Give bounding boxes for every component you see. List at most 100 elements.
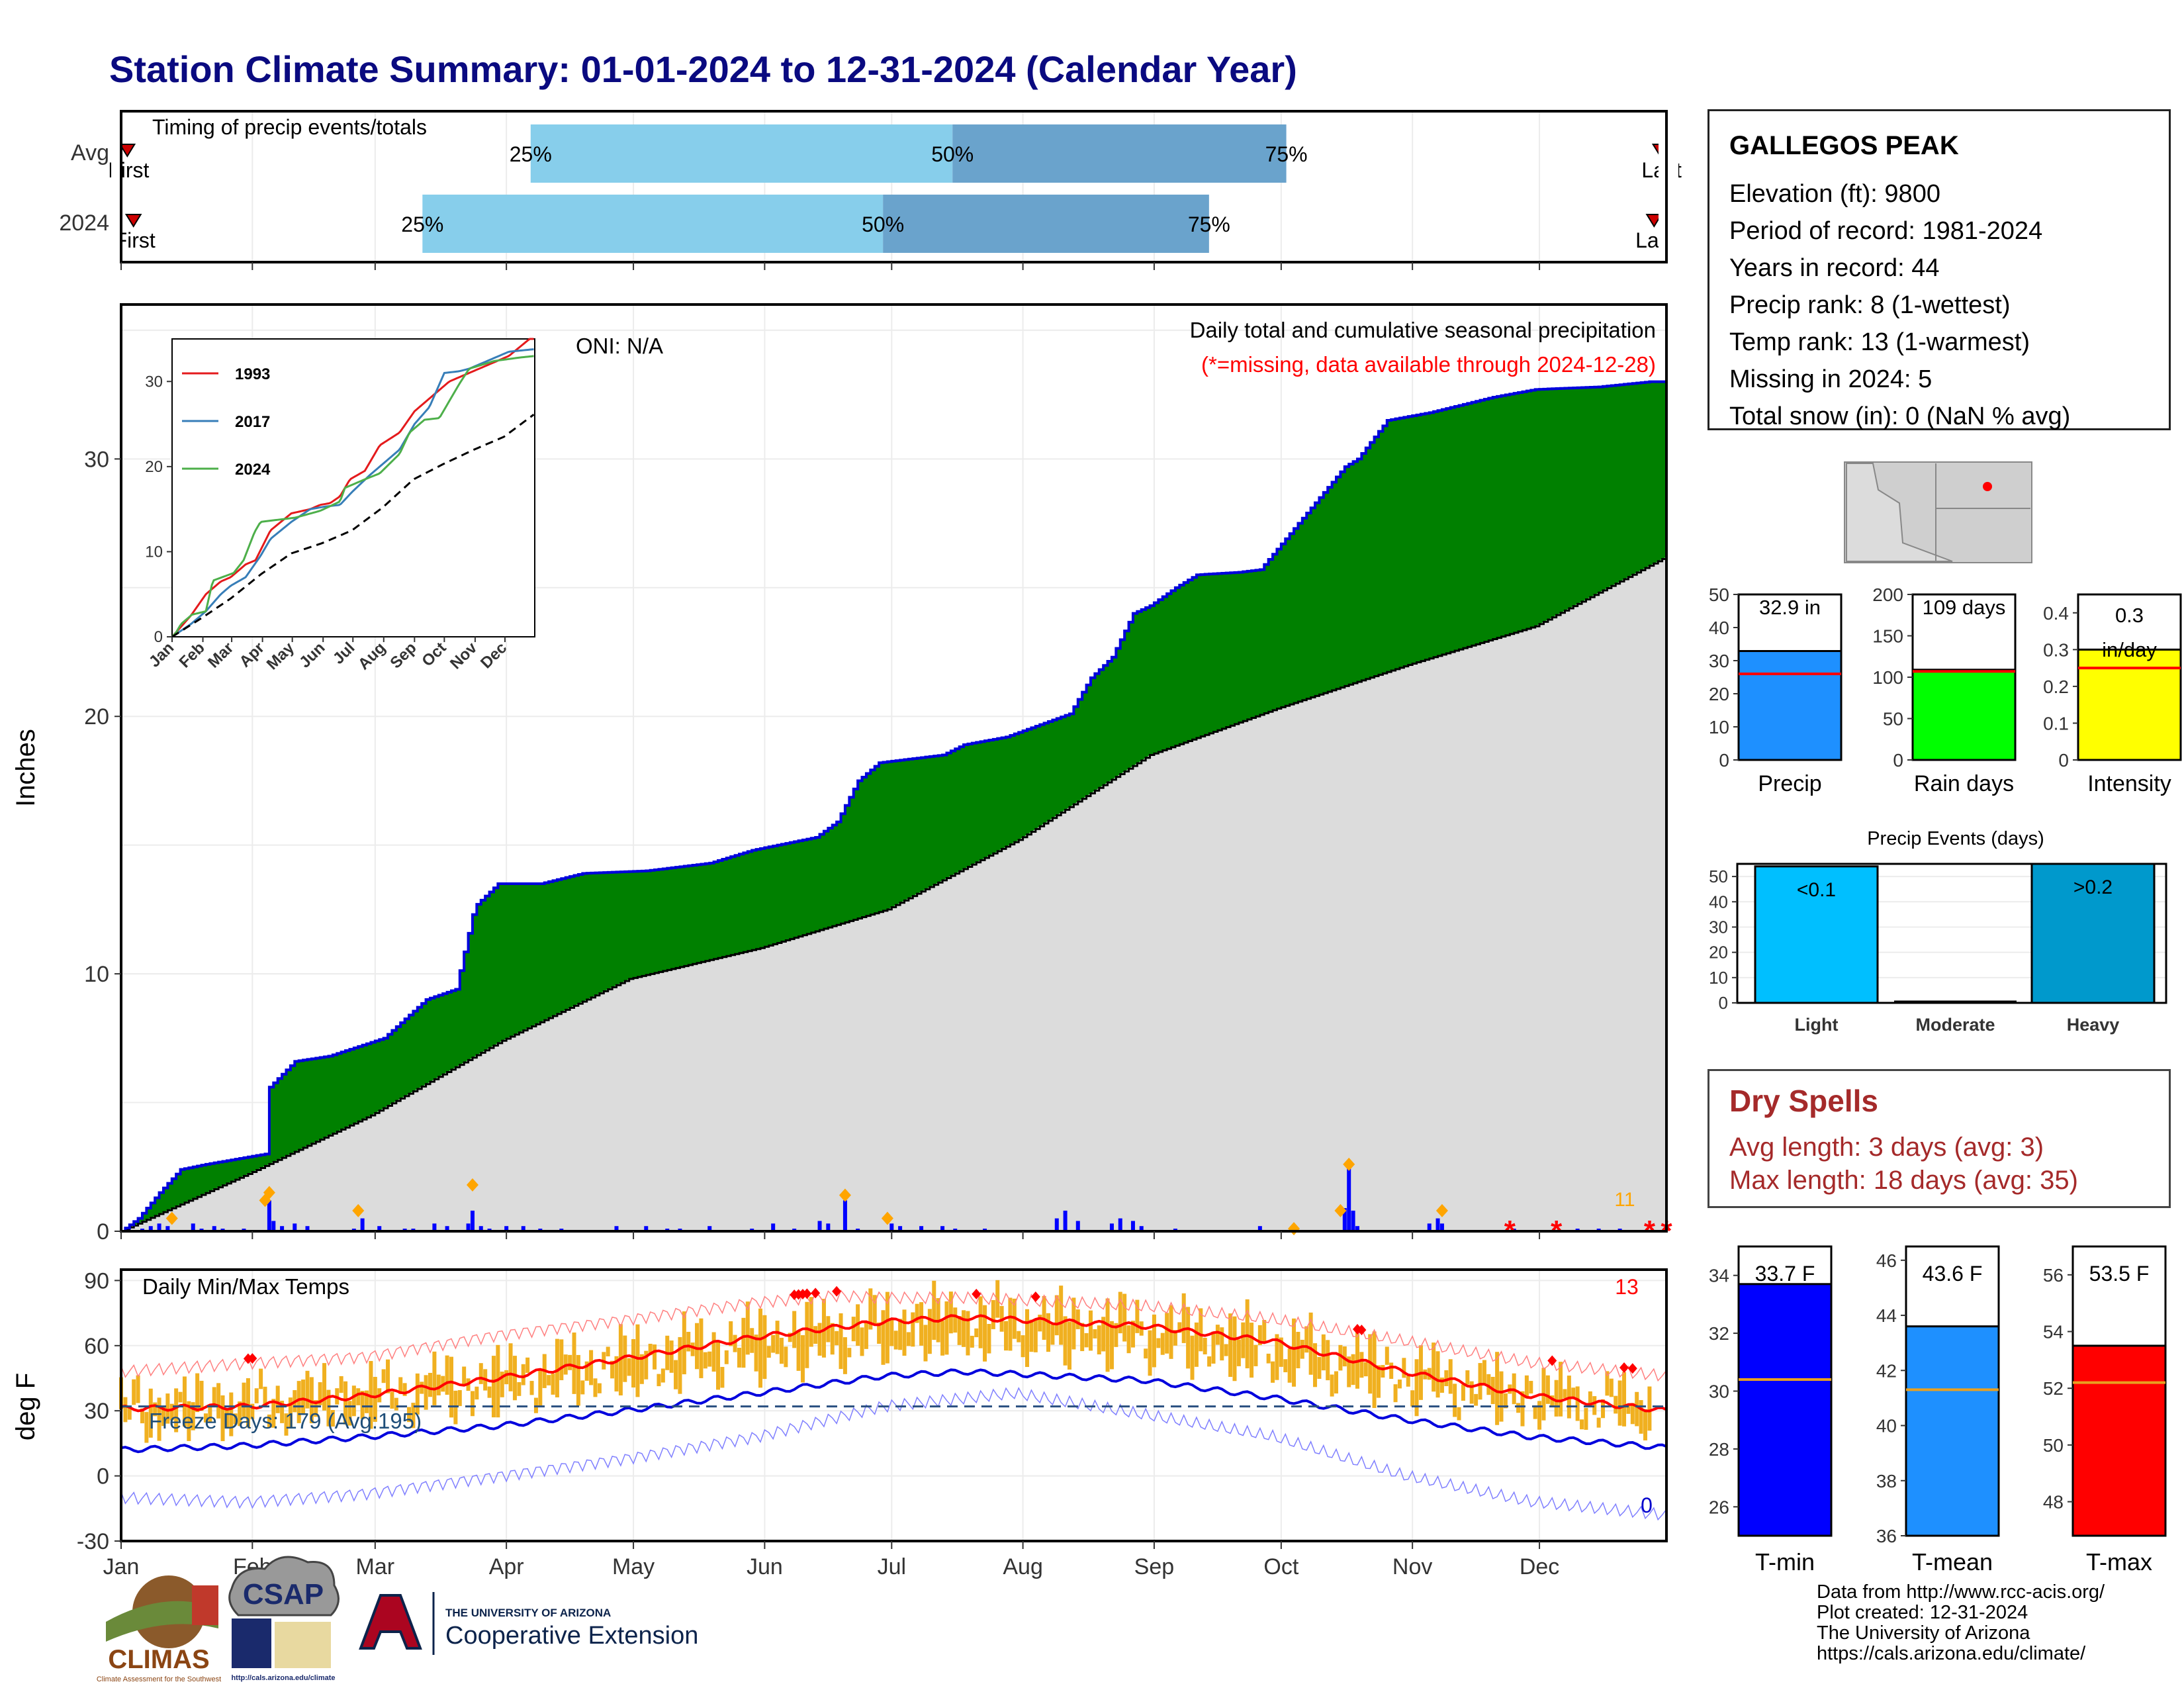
daily-temp-bar (682, 1311, 686, 1375)
timing-first-marker-1 (124, 214, 142, 228)
precip-events-ytick-label-30: 30 (1709, 917, 1728, 937)
daily-temp-bar (140, 1408, 144, 1424)
daily-temp-bar (136, 1375, 140, 1403)
daily-temp-bar (703, 1352, 707, 1369)
season-bar-ytick-label-2: 0.2 (2043, 677, 2069, 697)
season-bar-ytick-label-0: 30 (1709, 651, 1729, 671)
daily-temp-bar (1109, 1321, 1114, 1370)
daily-temp-bar (1199, 1308, 1203, 1352)
daily-temp-bar (242, 1382, 246, 1417)
map-state-arizona (1846, 463, 1953, 562)
climas-logo-wave (106, 1601, 218, 1642)
daily-temp-bar (898, 1319, 903, 1350)
daily-temp-bar (373, 1377, 377, 1422)
daily-temp-bar (1457, 1407, 1461, 1421)
timing-q1-bar-0 (530, 124, 953, 183)
daily-precip-bar (191, 1223, 195, 1231)
daily-precip-bar (1342, 1208, 1347, 1231)
precip-subtitle: Daily total and cumulative seasonal prec… (1190, 318, 1656, 342)
temp-bar-ytick-label-1: 42 (1876, 1360, 1897, 1381)
daily-temp-bar (830, 1323, 835, 1355)
daily-temp-bar (678, 1336, 682, 1394)
daily-temp-bar (1122, 1293, 1127, 1342)
daily-temp-bar (911, 1312, 915, 1347)
temp-bar-ytick-label-0: 34 (1709, 1266, 1729, 1286)
month-label-jan: Jan (103, 1554, 140, 1579)
station-location-marker (1983, 482, 1992, 491)
daily-temp-bar (525, 1357, 530, 1373)
daily-temp-bar (1605, 1371, 1610, 1396)
precip-events-category-2: Heavy (2067, 1015, 2120, 1035)
daily-temp-bar (1614, 1395, 1618, 1414)
daily-temp-bar (165, 1393, 170, 1424)
daily-temp-bar (487, 1386, 492, 1398)
daily-temp-bar (1609, 1378, 1614, 1397)
daily-temp-bar (1643, 1409, 1648, 1440)
daily-precip-bar (165, 1226, 170, 1231)
temp-bar-ytick-label-0: 30 (1709, 1382, 1729, 1402)
daily-temp-bar (1414, 1359, 1419, 1417)
daily-temp-bar (745, 1301, 750, 1355)
daily-temp-bar (881, 1310, 886, 1365)
daily-temp-bar (1084, 1333, 1089, 1348)
daily-temp-bar (1292, 1318, 1297, 1387)
daily-temp-bar (1101, 1317, 1106, 1352)
daily-precip-bar (1347, 1164, 1351, 1231)
daily-temp-bar (1499, 1371, 1504, 1422)
daily-temp-bar (343, 1381, 348, 1425)
daily-temp-bar (1203, 1337, 1207, 1355)
daily-temp-bar (1029, 1319, 1034, 1352)
cumulative-precip-line (121, 380, 1666, 1233)
daily-temp-bar (1067, 1321, 1071, 1370)
temp-ytick-label-60: 60 (84, 1334, 109, 1359)
month-label-mar: Mar (356, 1554, 395, 1579)
daily-temp-bar (1397, 1380, 1402, 1389)
daily-temp-bar (369, 1361, 373, 1429)
daily-temp-bar (491, 1356, 496, 1418)
daily-temp-bar (351, 1385, 356, 1417)
daily-temp-bar (987, 1324, 991, 1354)
temp-bar-ytick-label-2: 52 (2043, 1378, 2064, 1399)
temp-ytick-label-0: 0 (97, 1464, 109, 1489)
daily-temp-bar (817, 1323, 822, 1356)
daily-temp-bar (1093, 1329, 1097, 1338)
daily-temp-bar (1279, 1337, 1283, 1367)
season-bar-ytick-label-2: 0.4 (2043, 603, 2069, 624)
daily-temp-bar (1126, 1325, 1131, 1354)
daily-temp-bar (974, 1328, 979, 1338)
daily-temp-bar (504, 1370, 509, 1385)
precip-events-bar-light (1754, 865, 1879, 1004)
daily-temp-bar (639, 1354, 644, 1384)
daily-temp-bar (1181, 1293, 1186, 1343)
daily-temp-bar (877, 1322, 882, 1344)
daily-temp-bar (203, 1413, 208, 1423)
daily-temp-bar (1287, 1348, 1292, 1383)
daily-temp-bar (584, 1361, 589, 1381)
station-precip-rank: Precip rank: 8 (1-wettest) (1729, 291, 2011, 319)
daily-temp-bar (1474, 1393, 1479, 1406)
oni-label: ONI: N/A (576, 334, 663, 358)
dry-spells-max: Max length: 18 days (avg: 35) (1729, 1166, 2078, 1195)
season-bar-label-rain-days: 109 days (1923, 596, 2006, 619)
inset-ytick-label-30: 30 (145, 373, 163, 391)
timing-first-marker-0 (118, 144, 136, 158)
daily-temp-bar (398, 1377, 403, 1394)
daily-temp-bar (275, 1385, 280, 1413)
daily-temp-bar (1461, 1384, 1465, 1401)
daily-temp-bar (1245, 1299, 1250, 1369)
station-years: Years in record: 44 (1729, 254, 1940, 282)
daily-temp-bar (1283, 1359, 1288, 1372)
daily-temp-bar (195, 1373, 200, 1413)
daily-temp-bar (1135, 1299, 1140, 1333)
daily-temp-bar (157, 1397, 161, 1441)
daily-temp-bar (779, 1337, 784, 1364)
daily-precip-bar (504, 1226, 509, 1231)
timing-panel-frame-top (120, 110, 1668, 263)
daily-precip-marker (839, 1188, 851, 1202)
daily-temp-bar (1432, 1342, 1436, 1392)
daily-temp-bar (318, 1382, 322, 1405)
daily-temp-bar (1114, 1323, 1118, 1347)
daily-precip-marker (263, 1186, 275, 1199)
daily-temp-bar (1554, 1380, 1559, 1417)
daily-precip-bar (360, 1218, 365, 1231)
